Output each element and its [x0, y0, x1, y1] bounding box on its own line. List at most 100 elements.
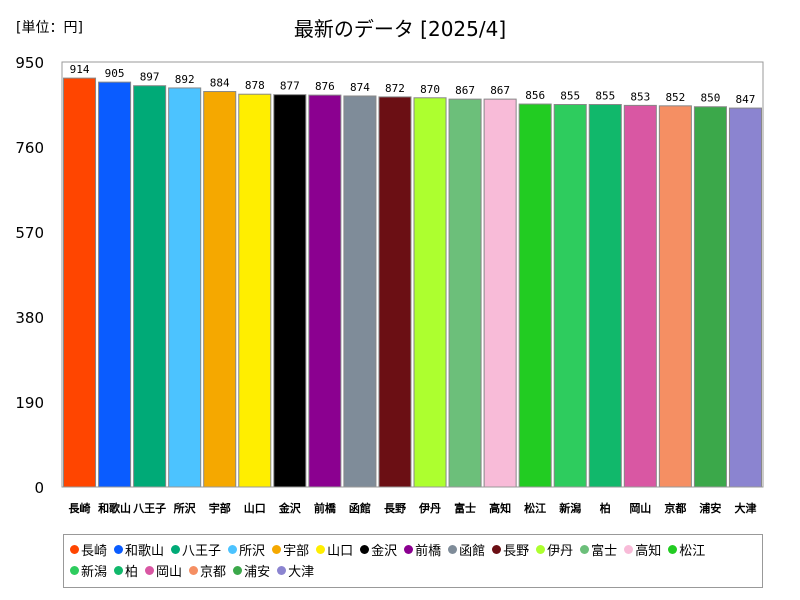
data-label: 850 — [700, 92, 720, 105]
x-tick-label: 函館 — [349, 501, 371, 515]
legend-item: 柏 — [114, 560, 138, 581]
bar-chart: 0 190 380 570 760 950 914 905 897 892 884 878 877 87… — [15, 54, 764, 515]
legend-label: 和歌山 — [125, 544, 165, 559]
y-tick-label: 380 — [15, 309, 44, 327]
x-axis-labels: 長崎 和歌山 八王子 所沢 宇部 山口 金沢 前橋 函館 長野 伊丹 富士 高知 松江 新潟 柏 岡山 京都 浦安大… — [69, 501, 757, 515]
bar — [623, 104, 657, 488]
y-tick-label: 190 — [15, 394, 44, 412]
x-tick-label: 八王子 — [132, 502, 166, 515]
legend-swatch — [145, 566, 155, 575]
legend-swatch — [272, 545, 282, 554]
data-label: 856 — [525, 89, 545, 102]
legend-label: 金沢 — [371, 544, 398, 559]
legend-item: 伊丹 — [536, 539, 573, 560]
legend-label: 伊丹 — [547, 544, 574, 559]
legend-swatch — [114, 566, 124, 575]
x-tick-label: 長崎 — [69, 501, 91, 515]
legend-label: 長崎 — [81, 544, 108, 559]
x-tick-label: 岡山 — [629, 501, 651, 515]
bar — [203, 91, 237, 488]
x-tick-label: 高知 — [489, 501, 511, 515]
data-label: 897 — [140, 71, 160, 84]
data-label: 905 — [105, 67, 125, 80]
legend-label: 前橋 — [415, 544, 442, 559]
legend-label: 高知 — [635, 544, 662, 559]
legend-label: 新潟 — [81, 565, 108, 580]
legend-item: 八王子 — [171, 539, 221, 560]
legend-item: 大津 — [277, 560, 314, 581]
x-tick-label: 大津 — [734, 501, 756, 515]
legend-swatch — [70, 545, 79, 554]
data-label: 914 — [70, 63, 90, 76]
legend-label: 岡山 — [156, 565, 183, 580]
bar — [588, 104, 622, 488]
legend-item: 京都 — [189, 560, 226, 581]
value-labels: 914 905 897 892 884 878 877 876 874 872 870 867 867 8… — [70, 63, 756, 106]
data-label: 892 — [175, 73, 195, 86]
legend-swatch — [70, 566, 79, 575]
unit-label: [単位：円] — [16, 20, 83, 36]
legend-item: 浦安 — [233, 560, 270, 581]
x-tick-label: 伊丹 — [418, 501, 441, 515]
x-tick-label: 長野 — [384, 502, 406, 515]
y-tick-label: 570 — [15, 224, 44, 242]
data-label: 874 — [350, 81, 370, 94]
legend-swatch — [668, 545, 678, 554]
legend-label: 宇部 — [283, 544, 310, 559]
data-label: 877 — [280, 80, 300, 93]
x-tick-label: 新潟 — [559, 501, 581, 515]
legend: 長崎 和歌山 八王子 所沢 宇部 山口 金沢 前橋 函館 長野 伊丹 富士 高知 松江 新潟 柏 岡山 京都 浦安 大… — [63, 534, 763, 588]
legend-item: 函館 — [448, 539, 485, 560]
data-label: 852 — [665, 91, 685, 104]
bar — [413, 97, 447, 488]
legend-item: 長野 — [492, 539, 529, 560]
legend-label: 柏 — [125, 565, 139, 580]
data-label: 872 — [385, 82, 405, 95]
x-tick-label: 京都 — [664, 501, 686, 515]
plot-frame — [61, 61, 764, 488]
legend-swatch — [404, 545, 414, 554]
bar — [98, 81, 132, 488]
bars — [63, 77, 763, 488]
data-label: 853 — [630, 90, 650, 103]
bar — [378, 96, 412, 488]
bar — [308, 94, 342, 488]
bar — [728, 107, 763, 488]
x-tick-label: 前橋 — [314, 501, 337, 515]
x-tick-label: 富士 — [454, 501, 476, 515]
legend-item: 前橋 — [404, 539, 441, 560]
legend-item: 長崎 — [70, 539, 107, 560]
legend-item: 所沢 — [228, 539, 265, 560]
data-label: 847 — [736, 93, 756, 106]
y-axis: 0 190 380 570 760 950 — [15, 54, 44, 497]
legend-swatch — [624, 545, 634, 554]
legend-item: 新潟 — [70, 560, 107, 581]
legend-label: 浦安 — [244, 565, 271, 580]
data-label: 855 — [595, 90, 615, 103]
data-label: 876 — [315, 80, 335, 93]
legend-swatch — [228, 545, 238, 554]
legend-label: 函館 — [459, 544, 486, 559]
y-tick-label: 760 — [15, 139, 44, 157]
x-tick-label: 松江 — [524, 501, 546, 515]
legend-swatch — [114, 545, 124, 554]
y-tick-label: 950 — [15, 54, 44, 72]
data-label: 884 — [210, 77, 230, 90]
legend-label: 長野 — [503, 544, 530, 559]
legend-item: 富士 — [580, 539, 617, 560]
bar — [518, 103, 552, 488]
legend-item: 松江 — [668, 539, 705, 560]
bar — [448, 98, 482, 488]
bar — [693, 106, 727, 488]
legend-swatch — [360, 545, 370, 554]
bar — [63, 77, 97, 488]
x-tick-label: 山口 — [244, 501, 266, 515]
bar — [553, 104, 587, 488]
data-label: 878 — [245, 79, 265, 92]
legend-item: 岡山 — [145, 560, 182, 581]
x-tick-label: 所沢 — [174, 501, 197, 515]
bar — [483, 98, 517, 488]
bar — [168, 87, 202, 488]
legend-label: 京都 — [200, 565, 227, 580]
legend-item: 宇部 — [272, 539, 309, 560]
